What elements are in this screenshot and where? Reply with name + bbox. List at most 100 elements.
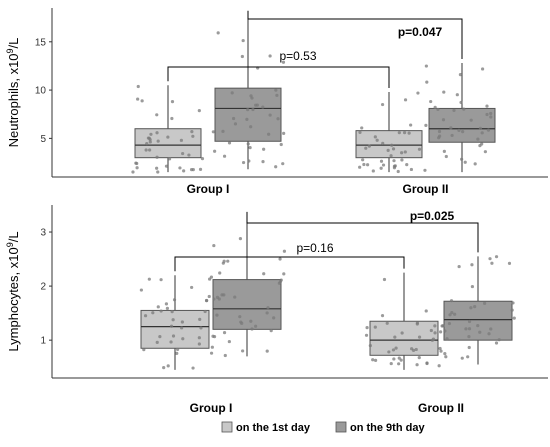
data-point — [159, 309, 163, 313]
data-point — [249, 94, 253, 98]
data-point — [170, 309, 174, 314]
data-point — [429, 328, 433, 333]
data-point — [281, 162, 285, 166]
data-point — [143, 314, 148, 318]
data-point — [277, 281, 281, 285]
data-point — [181, 337, 185, 341]
data-point — [190, 130, 194, 134]
data-point — [148, 138, 152, 142]
data-point — [156, 139, 160, 143]
data-point — [217, 297, 221, 301]
data-point — [375, 138, 379, 142]
data-point — [215, 313, 219, 317]
box-group1-day1 — [140, 309, 210, 349]
data-point — [148, 148, 152, 152]
data-point — [387, 350, 391, 354]
data-point — [368, 344, 372, 348]
box-group2-day1 — [369, 320, 439, 356]
data-point — [396, 169, 400, 174]
data-point — [448, 313, 452, 317]
data-point — [265, 311, 269, 315]
data-point — [423, 168, 427, 172]
data-point — [436, 107, 440, 112]
comparison-bracket — [247, 10, 463, 60]
y-tick-label: 2 — [40, 282, 46, 293]
data-point — [402, 131, 407, 135]
data-point — [497, 338, 501, 342]
data-point — [139, 288, 143, 292]
data-point — [197, 109, 201, 113]
data-point — [429, 99, 433, 104]
data-point — [444, 154, 448, 159]
data-point — [167, 157, 172, 161]
data-point — [282, 131, 286, 135]
data-point — [405, 163, 409, 167]
data-point — [212, 334, 217, 339]
data-point — [433, 105, 437, 109]
data-point — [156, 305, 160, 309]
data-point — [278, 257, 282, 261]
data-point — [364, 146, 368, 150]
data-point — [381, 141, 385, 145]
data-point — [409, 123, 413, 127]
data-point — [462, 107, 466, 111]
data-point — [240, 321, 244, 325]
data-point — [442, 90, 446, 94]
data-point — [274, 165, 278, 169]
data-point — [162, 366, 166, 370]
data-point — [255, 103, 259, 107]
data-point — [197, 336, 201, 340]
data-point — [409, 167, 414, 172]
y-tick-label: 10 — [35, 86, 47, 97]
data-point — [510, 308, 514, 312]
data-point — [240, 54, 244, 59]
data-point — [443, 352, 447, 356]
data-point — [178, 166, 182, 170]
data-point — [145, 141, 149, 146]
p-value-label: p=0.047 — [398, 25, 443, 39]
data-point — [180, 326, 184, 330]
data-point — [156, 170, 160, 174]
data-point — [455, 93, 459, 97]
data-point — [281, 60, 286, 64]
data-point — [473, 162, 477, 166]
data-point — [399, 358, 403, 362]
data-point — [463, 160, 467, 164]
data-point — [417, 356, 421, 360]
data-point — [417, 335, 422, 339]
data-point — [204, 298, 209, 303]
data-point — [449, 126, 453, 130]
data-point — [366, 163, 370, 167]
data-point — [149, 132, 153, 136]
data-point — [391, 147, 396, 151]
data-point — [424, 123, 428, 128]
data-point — [390, 143, 394, 147]
data-point — [380, 314, 385, 318]
data-point — [452, 108, 456, 112]
data-point — [249, 125, 253, 129]
data-point — [381, 163, 386, 167]
data-point — [441, 118, 446, 122]
data-point — [478, 330, 482, 334]
data-point — [238, 315, 242, 319]
data-point — [233, 122, 238, 126]
y-tick-label: 3 — [40, 228, 46, 239]
data-point — [392, 166, 397, 170]
data-point — [391, 348, 396, 352]
data-point — [512, 316, 516, 320]
data-point — [198, 167, 203, 171]
data-point — [222, 293, 226, 297]
data-point — [373, 325, 377, 329]
data-point — [230, 91, 234, 95]
data-point — [373, 135, 377, 139]
data-point — [169, 324, 174, 328]
box-group2-day9 — [443, 300, 513, 341]
data-point — [362, 162, 366, 167]
data-point — [450, 133, 454, 138]
data-point — [379, 159, 384, 163]
data-point — [410, 347, 414, 351]
data-point — [223, 353, 227, 358]
data-point — [144, 148, 148, 152]
data-point — [246, 142, 250, 146]
data-point — [241, 160, 246, 165]
